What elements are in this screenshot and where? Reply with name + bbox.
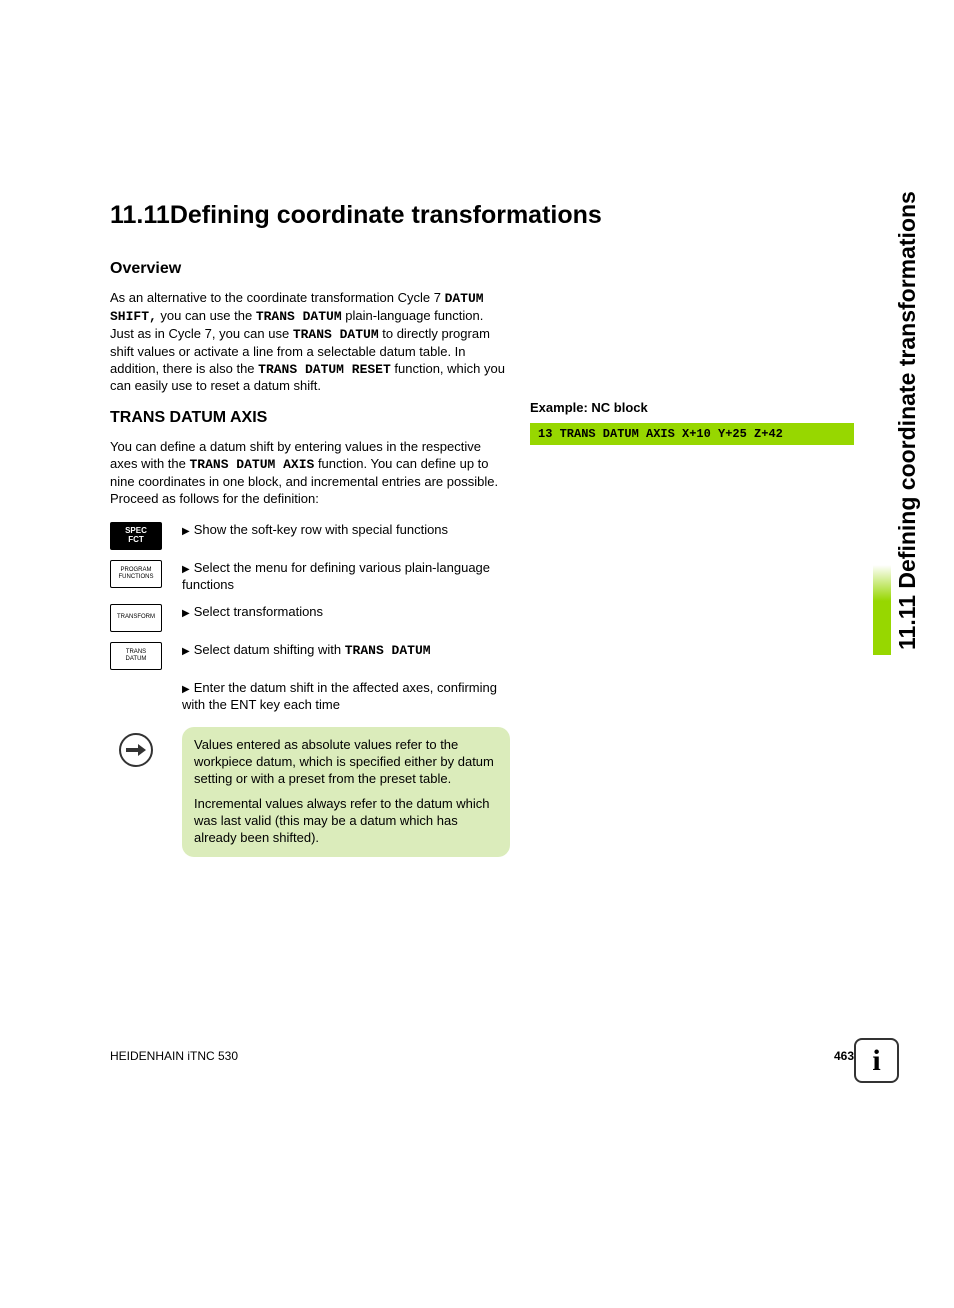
info-icon: i: [854, 1038, 899, 1083]
note-box: Values entered as absolute values refer …: [110, 727, 510, 856]
title-number: 11.11: [110, 200, 170, 230]
step-1-text: ▶Show the soft-key row with special func…: [182, 522, 510, 539]
page-title: 11.11Defining coordinate transformations: [110, 200, 854, 230]
note-p1: Values entered as absolute values refer …: [194, 737, 498, 788]
softkey-spec-fct[interactable]: SPEC FCT: [110, 522, 162, 550]
example-code: 13 TRANS DATUM AXIS X+10 Y+25 Z+42: [530, 423, 854, 445]
left-column: Overview As an alternative to the coordi…: [110, 260, 510, 857]
trans-heading: TRANS DATUM AXIS: [110, 409, 510, 427]
title-text: Defining coordinate transformations: [170, 200, 602, 230]
arrow-icon: ▶: [182, 646, 190, 657]
example-heading: Example: NC block: [530, 400, 854, 415]
step-4: TRANS DATUM ▶Select datum shifting with …: [110, 642, 510, 670]
step-1: SPEC FCT ▶Show the soft-key row with spe…: [110, 522, 510, 550]
arrow-icon: ▶: [182, 526, 190, 537]
step-4-text: ▶Select datum shifting with TRANS DATUM: [182, 642, 510, 660]
step-2-text: ▶Select the menu for defining various pl…: [182, 560, 510, 594]
softkey-program-functions[interactable]: PROGRAM FUNCTIONS: [110, 560, 162, 588]
softkey-trans-datum[interactable]: TRANS DATUM: [110, 642, 162, 670]
page-footer: HEIDENHAIN iTNC 530 463: [110, 1049, 854, 1063]
softkey-transform[interactable]: TRANSFORM: [110, 604, 162, 632]
trans-paragraph: You can define a datum shift by entering…: [110, 439, 510, 508]
page-number: 463: [834, 1049, 854, 1063]
arrow-icon: ▶: [182, 684, 190, 695]
note-icon-cell: [110, 727, 162, 856]
footer-left: HEIDENHAIN iTNC 530: [110, 1049, 238, 1063]
step-5-text: ▶Enter the datum shift in the affected a…: [182, 680, 510, 714]
note-content: Values entered as absolute values refer …: [182, 727, 510, 856]
right-column: Example: NC block 13 TRANS DATUM AXIS X+…: [530, 260, 854, 857]
step-3: TRANSFORM ▶Select transformations: [110, 604, 510, 632]
note-p2: Incremental values always refer to the d…: [194, 796, 498, 847]
note-arrow-icon: [119, 733, 153, 767]
arrow-icon: ▶: [182, 564, 190, 575]
step-3-text: ▶Select transformations: [182, 604, 510, 621]
side-tab-label: 11.11 Defining coordinate transformation…: [894, 190, 921, 650]
page: 11.11Defining coordinate transformations…: [0, 0, 954, 1308]
side-accent-bar: [873, 565, 891, 655]
step-2: PROGRAM FUNCTIONS ▶Select the menu for d…: [110, 560, 510, 594]
softkey-spacer: [110, 680, 162, 681]
content-columns: Overview As an alternative to the coordi…: [110, 260, 854, 857]
overview-paragraph: As an alternative to the coordinate tran…: [110, 290, 510, 395]
overview-heading: Overview: [110, 260, 510, 278]
step-5: ▶Enter the datum shift in the affected a…: [110, 680, 510, 714]
arrow-icon: ▶: [182, 608, 190, 619]
